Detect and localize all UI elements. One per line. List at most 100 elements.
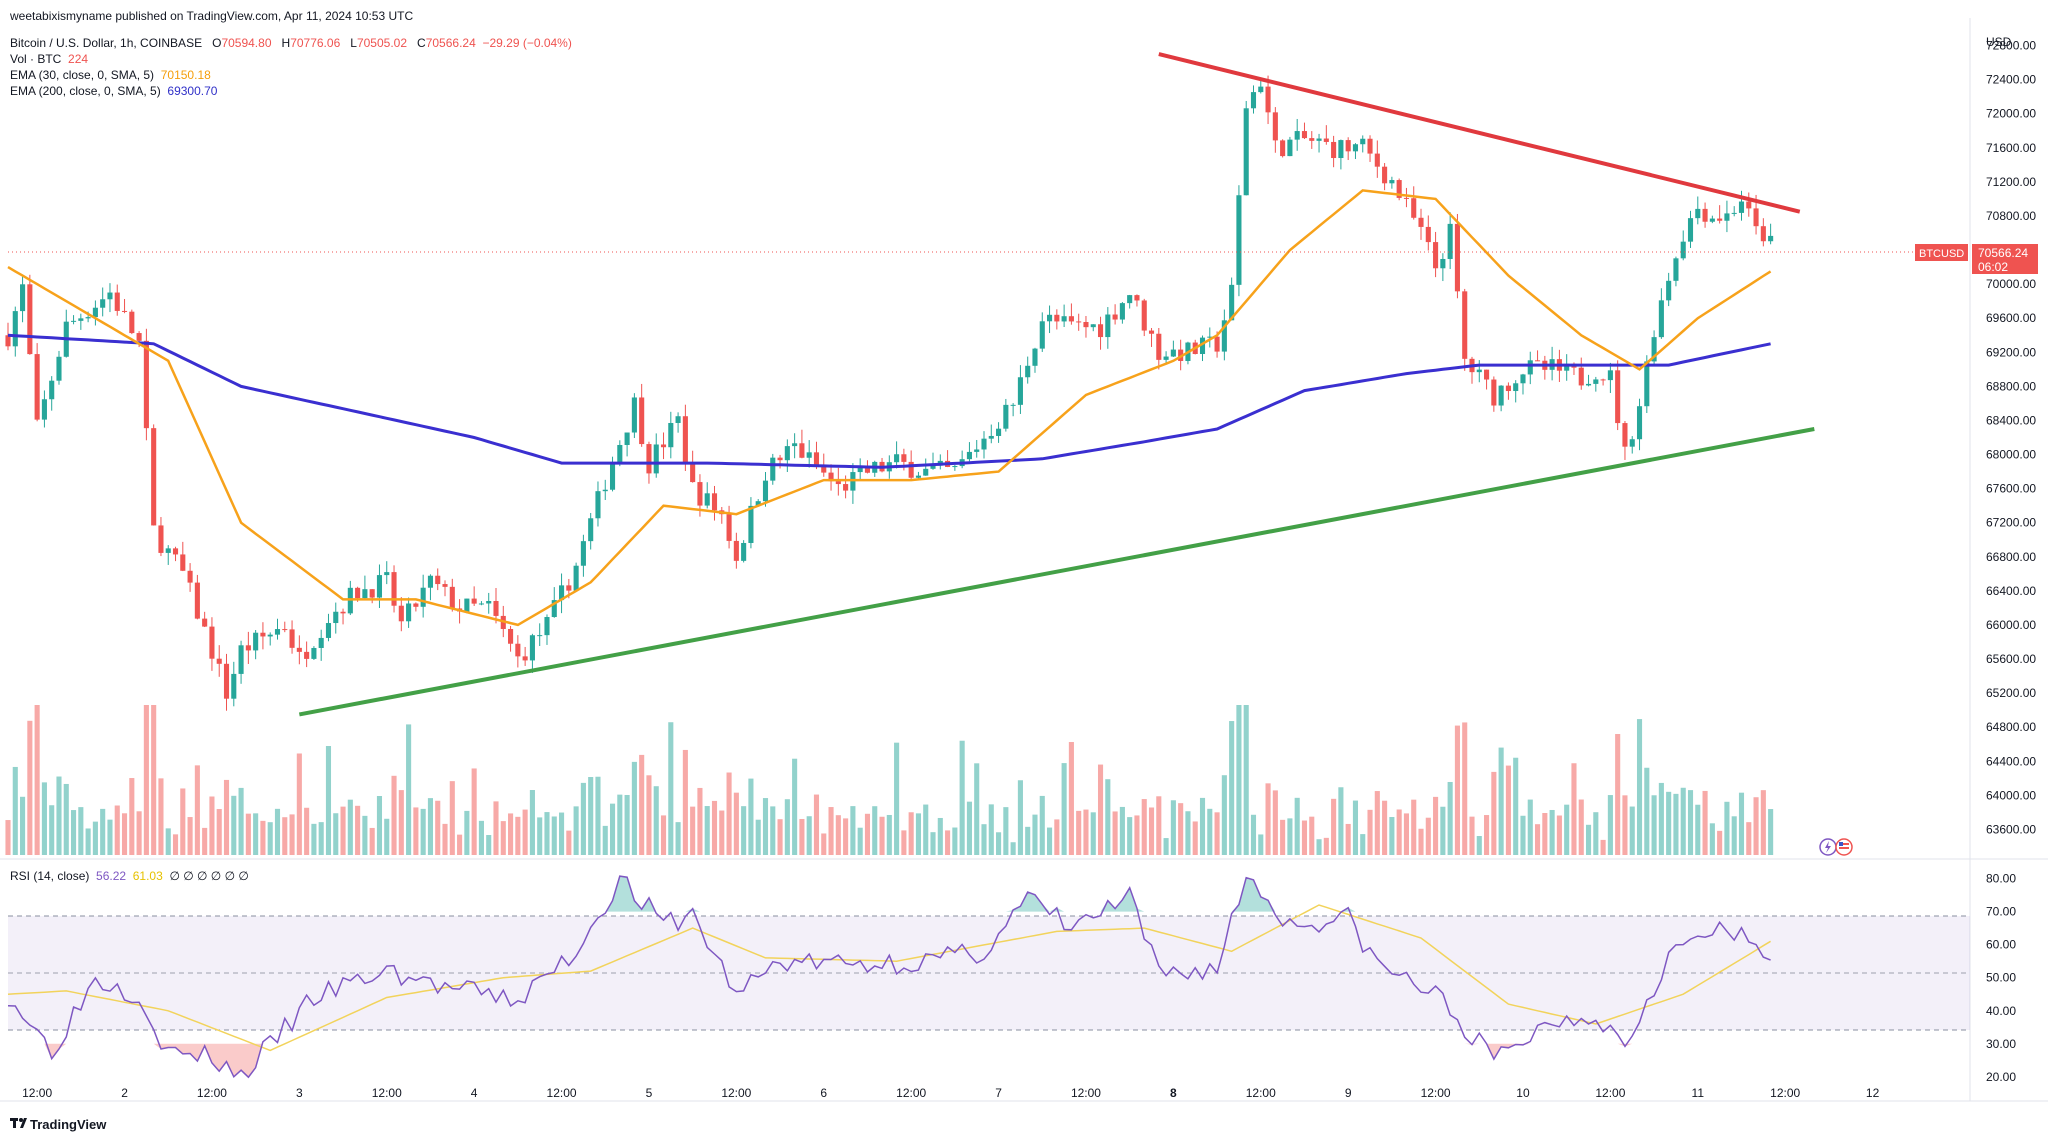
- ohlc-close: C70566.24: [417, 36, 476, 50]
- volume-bar: [311, 823, 317, 855]
- volume-bar: [966, 801, 972, 855]
- volume-bar: [325, 746, 332, 855]
- volume-bar: [1484, 815, 1490, 855]
- volume-bar: [1090, 812, 1096, 855]
- candle-body: [551, 600, 557, 618]
- volume-bar: [85, 828, 91, 855]
- volume-bar: [850, 806, 856, 855]
- rsi-scale[interactable]: 80.00 70.00 60.00 50.00 40.00 30.00 20.00: [1986, 872, 2016, 1084]
- volume-bar: [1287, 818, 1293, 855]
- rsi-extra-values: ∅ ∅ ∅ ∅ ∅ ∅: [169, 869, 249, 883]
- symbol-legend[interactable]: Bitcoin / U.S. Dollar, 1h, COINBASE O705…: [10, 36, 572, 50]
- rsi-line: [7, 875, 1771, 1079]
- volume-bar: [1250, 814, 1257, 855]
- support-trendline[interactable]: [298, 427, 1815, 717]
- volume-bar: [209, 796, 215, 855]
- volume-bar: [1010, 842, 1016, 855]
- volume-bar: [267, 822, 273, 855]
- candle-body: [260, 632, 266, 637]
- candle-body: [799, 443, 805, 458]
- volume-bar: [1535, 824, 1541, 855]
- volume-bar: [406, 724, 412, 855]
- ema200-legend[interactable]: EMA (200, close, 0, SMA, 5) 69300.70: [10, 84, 217, 98]
- candle-body: [194, 582, 200, 619]
- volume-legend[interactable]: Vol · BTC 224: [10, 52, 88, 66]
- volume-bar: [1687, 790, 1694, 855]
- currency-label[interactable]: USD: [1986, 35, 2012, 49]
- volume-bar: [1025, 826, 1031, 855]
- candle-body: [1695, 208, 1701, 219]
- candle-body: [391, 572, 397, 606]
- volume-bar: [770, 806, 776, 855]
- candle-body: [253, 632, 259, 651]
- candle-body: [690, 462, 696, 483]
- volume-bar: [1163, 838, 1169, 855]
- volume-bar: [1738, 792, 1745, 855]
- candle-body: [202, 618, 208, 627]
- candle-body: [1440, 258, 1446, 269]
- volume-bar: [1127, 817, 1133, 855]
- ohlc-low: L70505.02: [350, 36, 408, 50]
- candle-body: [1717, 218, 1723, 221]
- volume-bar: [1294, 797, 1300, 855]
- candle-body: [1134, 295, 1140, 301]
- ema200-label[interactable]: EMA (200, close, 0, SMA, 5): [10, 84, 161, 98]
- candle-body: [580, 541, 586, 566]
- candle-body: [1520, 374, 1526, 384]
- time-scale[interactable]: 12:00 2 12:00 3 12:00 4 12:00 5 12:00 6 12:00 7 12:0…: [22, 1086, 1879, 1100]
- volume-bar: [464, 810, 470, 855]
- candle-body: [1753, 208, 1759, 227]
- rsi-label[interactable]: RSI (14, close): [10, 869, 90, 883]
- candle-body: [12, 311, 18, 347]
- events-icons[interactable]: [1819, 838, 1853, 856]
- candle-body: [129, 311, 135, 334]
- volume-bar: [1520, 815, 1526, 855]
- candle-body: [1032, 348, 1038, 366]
- volume-bar: [1629, 806, 1635, 855]
- volume-bar: [1615, 734, 1621, 855]
- rsi-legend[interactable]: RSI (14, close) 56.22 61.03 ∅ ∅ ∅ ∅ ∅ ∅: [10, 869, 249, 883]
- volume-bar: [180, 788, 186, 855]
- ema30-legend[interactable]: EMA (30, close, 0, SMA, 5) 70150.18: [10, 68, 211, 82]
- candle-body: [1709, 218, 1715, 222]
- volume-bar: [391, 775, 397, 855]
- volume-bar: [1403, 813, 1409, 855]
- price-tick: 64400.00: [1986, 754, 2036, 768]
- volume-bar: [493, 801, 499, 855]
- volume-bar: [100, 808, 106, 855]
- candle-body: [923, 468, 929, 476]
- candle-body: [20, 284, 26, 312]
- candle-body: [966, 451, 972, 460]
- volume-bar: [1498, 747, 1504, 855]
- volume-bar: [172, 834, 179, 855]
- candle-body: [325, 623, 332, 638]
- rsi-tick: 60.00: [1986, 938, 2016, 952]
- time-tick: 5: [646, 1086, 653, 1100]
- price-scale[interactable]: 72800.00 72400.00 72000.00 71600.00 71200.00…: [1986, 39, 2036, 837]
- volume-label[interactable]: Vol · BTC: [10, 52, 62, 66]
- candle-body: [209, 626, 215, 659]
- volume-bar: [1571, 763, 1577, 855]
- volume-bar: [639, 754, 645, 855]
- ema30-label[interactable]: EMA (30, close, 0, SMA, 5): [10, 68, 155, 82]
- candle-body: [49, 380, 55, 400]
- candle-body: [1673, 258, 1679, 281]
- volume-bar: [624, 794, 630, 855]
- candle-body: [1352, 144, 1359, 152]
- candle-body: [1491, 379, 1497, 406]
- volume-bar: [158, 778, 164, 855]
- volume-bar: [478, 820, 484, 855]
- symbol-title[interactable]: Bitcoin / U.S. Dollar, 1h, COINBASE: [10, 36, 203, 50]
- volume-bar: [238, 787, 244, 855]
- volume-bar: [1658, 782, 1664, 855]
- candle-body: [1360, 138, 1366, 145]
- volume-bar: [1454, 725, 1460, 855]
- candle-body: [1396, 180, 1402, 198]
- candle-body: [1462, 291, 1468, 359]
- volume-bar: [114, 805, 120, 855]
- candle-body: [741, 542, 747, 561]
- candle-body: [304, 651, 310, 659]
- candle-body: [682, 416, 688, 463]
- resistance-trendline[interactable]: [1158, 52, 1801, 214]
